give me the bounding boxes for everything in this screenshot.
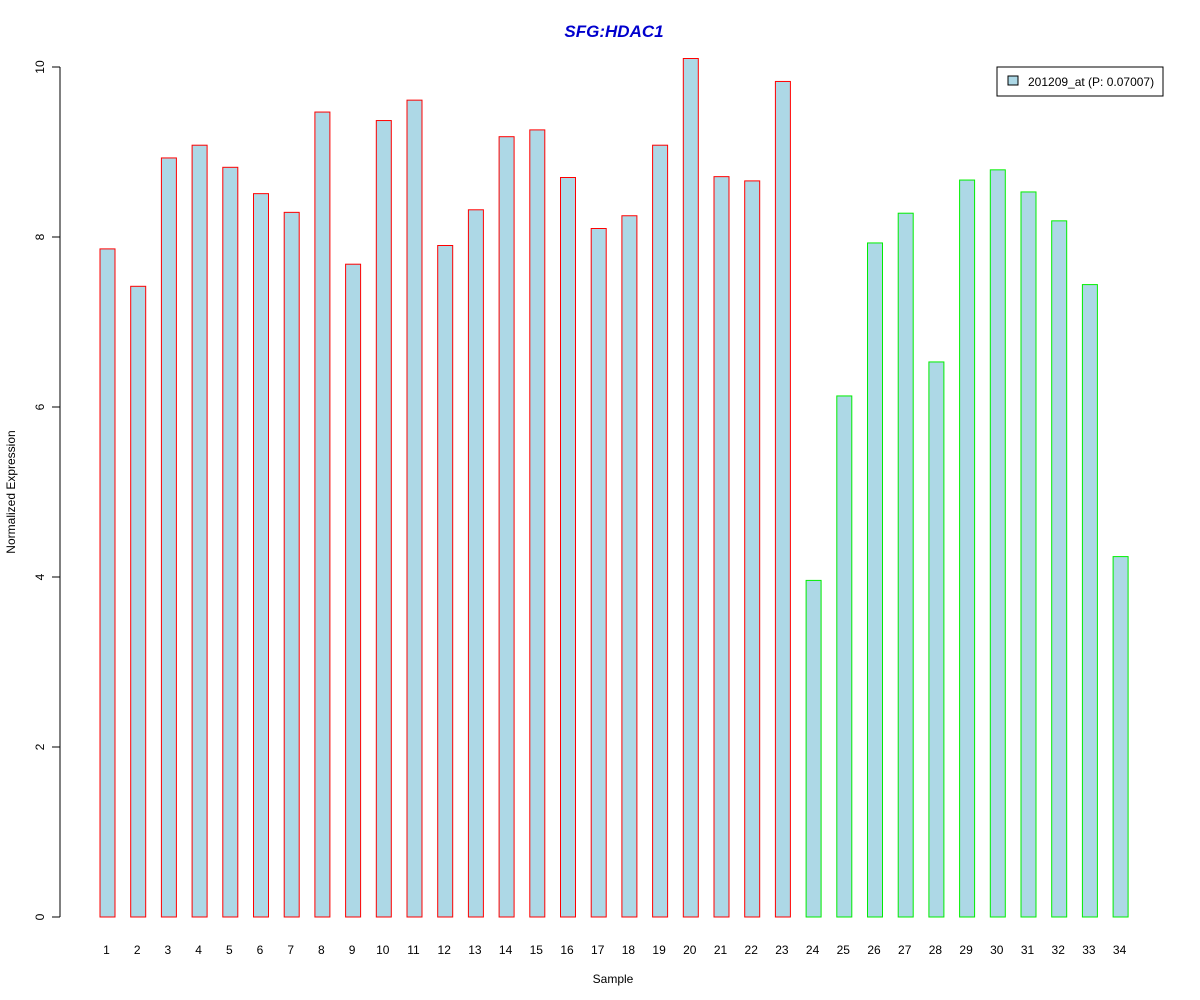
y-tick-label: 0	[33, 913, 47, 920]
bar-sample-20	[682, 58, 699, 918]
x-tick-label: 15	[530, 943, 544, 957]
bar-sample-15	[529, 129, 546, 918]
bar-sample-26	[867, 242, 883, 918]
x-tick-label: 28	[929, 943, 943, 957]
legend-swatch	[1007, 75, 1019, 86]
bar-sample-17	[590, 228, 607, 918]
x-tick-label: 24	[806, 943, 820, 957]
bar-sample-34	[1112, 556, 1129, 918]
legend-box	[996, 66, 1164, 97]
legend-label: 201209_at (P: 0.07007)	[1028, 75, 1154, 89]
bar-sample-32	[1051, 220, 1068, 918]
x-tick-label: 16	[560, 943, 574, 957]
x-tick-label: 29	[959, 943, 973, 957]
x-tick-label: 32	[1052, 943, 1066, 957]
x-tick-label: 7	[287, 943, 294, 957]
bar-sample-31	[1020, 191, 1037, 918]
x-tick-label: 27	[898, 943, 912, 957]
x-tick-labels: 1 2 3 4 5 6 7 8 9 10 11 12 13 14 15 16 17 18 19 20 21 22 23 24 2…	[103, 943, 1126, 957]
bar-sample-21	[713, 176, 730, 918]
bar-sample-6	[253, 193, 269, 918]
x-tick-label: 10	[376, 943, 390, 957]
x-tick-label: 11	[407, 943, 420, 957]
x-tick-label: 2	[134, 943, 141, 957]
x-tick-label: 8	[318, 943, 325, 957]
bar-sample-10	[375, 120, 392, 918]
bar-sample-19	[652, 144, 669, 918]
legend: 201209_at (P: 0.07007)	[996, 66, 1164, 97]
bar-sample-14	[498, 136, 515, 918]
y-tick-label: 4	[33, 573, 47, 580]
bar-sample-29	[959, 179, 976, 918]
x-tick-label: 5	[226, 943, 233, 957]
bar-sample-4	[191, 144, 208, 918]
bar-sample-30	[989, 169, 1006, 918]
x-tick-label: 19	[652, 943, 666, 957]
y-axis-title: Normalized Expression	[4, 430, 18, 553]
bar-sample-24	[805, 579, 822, 918]
y-tick-label: 6	[33, 403, 47, 410]
bar-sample-7	[283, 211, 300, 918]
x-tick-label: 25	[837, 943, 851, 957]
y-tick-label: 10	[33, 60, 47, 74]
x-tick-label: 3	[165, 943, 172, 957]
x-tick-label: 30	[990, 943, 1004, 957]
x-tick-label: 23	[775, 943, 789, 957]
bar-sample-12	[437, 245, 454, 918]
bar-sample-27	[897, 212, 914, 918]
bar-sample-5	[222, 166, 239, 918]
bar-sample-25	[836, 395, 853, 918]
bar-sample-9	[345, 263, 362, 918]
x-axis-title: Sample	[593, 972, 634, 986]
x-tick-label: 31	[1021, 943, 1035, 957]
bar-sample-2	[130, 285, 147, 918]
bar-sample-23	[774, 80, 791, 918]
y-axis-ticks: 0 2 4 6 8 10	[33, 60, 60, 920]
x-tick-label: 34	[1113, 943, 1127, 957]
bar-sample-3	[160, 157, 177, 918]
bars-group	[99, 58, 1129, 918]
x-tick-label: 21	[714, 943, 728, 957]
x-tick-label: 20	[683, 943, 697, 957]
bar-sample-28	[928, 361, 945, 918]
x-tick-label: 18	[622, 943, 636, 957]
y-tick-label: 8	[33, 233, 47, 240]
x-tick-label: 22	[745, 943, 759, 957]
bar-sample-16	[560, 177, 576, 918]
x-tick-label: 26	[867, 943, 881, 957]
x-tick-label: 1	[103, 943, 110, 957]
x-tick-label: 13	[468, 943, 482, 957]
bar-sample-8	[314, 111, 331, 918]
bar-sample-13	[467, 209, 484, 918]
bar-sample-22	[744, 180, 761, 918]
x-tick-label: 4	[195, 943, 202, 957]
x-tick-label: 9	[349, 943, 356, 957]
y-tick-label: 2	[33, 743, 47, 750]
x-tick-label: 17	[591, 943, 605, 957]
x-tick-label: 14	[499, 943, 513, 957]
bar-sample-33	[1081, 284, 1098, 918]
x-tick-label: 33	[1082, 943, 1096, 957]
bar-sample-1	[99, 248, 116, 918]
bar-sample-18	[621, 215, 638, 918]
chart-title: SFG:HDAC1	[564, 22, 663, 41]
x-tick-label: 12	[438, 943, 452, 957]
x-tick-label: 6	[257, 943, 264, 957]
bar-sample-11	[406, 99, 423, 918]
